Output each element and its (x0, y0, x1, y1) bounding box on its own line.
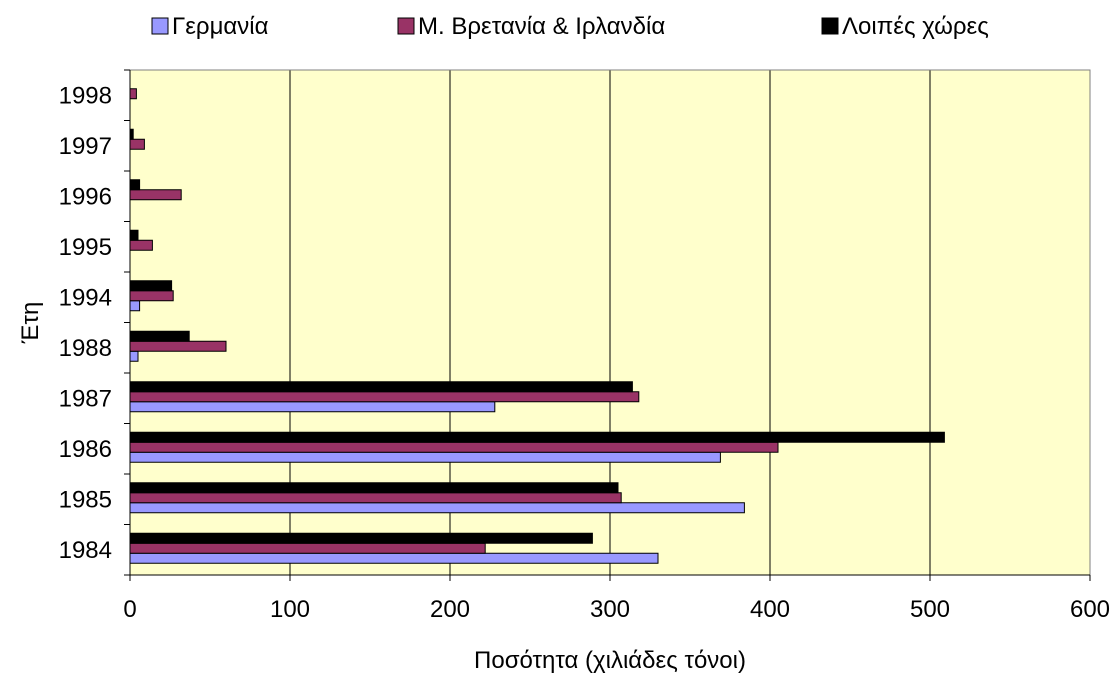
bar-1986-series-0 (129, 451, 721, 463)
bar-1998-series-1 (129, 88, 137, 100)
x-tick-label: 500 (910, 596, 950, 623)
bar-1985-series-0 (129, 502, 745, 514)
x-tick-label: 200 (430, 596, 470, 623)
y-axis-title: Έτη (17, 302, 44, 345)
bar-1994-series-2 (129, 280, 173, 292)
axes (124, 69, 1091, 581)
x-axis-title: Ποσότητα (χιλιάδες τόνοι) (474, 647, 746, 674)
bar-1994-series-0 (129, 300, 141, 312)
legend-label: Μ. Βρετανία & Ιρλανδία (418, 13, 665, 40)
bar-1984-series-2 (129, 532, 593, 544)
y-tick-label: 1986 (59, 436, 112, 463)
bar-1988-series-0 (129, 350, 139, 362)
bar-1996-series-1 (129, 189, 182, 201)
legend-swatch (151, 17, 169, 35)
y-tick-label: 1994 (59, 284, 112, 311)
bar-1985-series-2 (129, 482, 619, 494)
legend: Γερμανία Μ. Βρετανία & Ιρλανδία Λοιπές χώρ… (151, 13, 989, 40)
bar-1988-series-1 (129, 340, 227, 352)
x-tick-label: 400 (750, 596, 790, 623)
bar-1987-series-2 (129, 381, 633, 393)
x-tick-label: 100 (270, 596, 310, 623)
legend-label: Λοιπές χώρες (842, 13, 989, 40)
bar-1995-series-2 (129, 229, 139, 241)
y-tick-label: 1995 (59, 234, 112, 261)
bar-1985-series-1 (129, 492, 622, 504)
y-tick-label: 1984 (59, 537, 112, 564)
y-tick-label: 1988 (59, 335, 112, 362)
bar-1996-series-2 (129, 179, 141, 191)
x-tick-label: 0 (123, 596, 136, 623)
bar-1994-series-1 (129, 290, 174, 302)
bar-1988-series-2 (129, 330, 190, 342)
tick-labels: 1998 1997 1996 1995 1994 1988 1987 1986 1985 1984… (59, 82, 1110, 623)
legend-label: Γερμανία (172, 13, 269, 40)
bar-1997-series-1 (129, 138, 145, 150)
bar-1984-series-1 (129, 542, 486, 554)
y-tick-label: 1998 (59, 82, 112, 109)
x-tick-label: 300 (590, 596, 630, 623)
y-tick-label: 1985 (59, 486, 112, 513)
bar-1984-series-0 (129, 552, 659, 564)
y-tick-label: 1987 (59, 385, 112, 412)
x-tick-label: 600 (1070, 596, 1110, 623)
bar-1987-series-0 (129, 401, 496, 413)
bar-1995-series-1 (129, 239, 153, 251)
y-tick-label: 1996 (59, 183, 112, 210)
bar-1986-series-1 (129, 441, 779, 453)
legend-swatch (397, 17, 415, 35)
bar-1986-series-2 (129, 431, 945, 443)
bar-1987-series-1 (129, 391, 640, 403)
y-tick-label: 1997 (59, 133, 112, 160)
legend-swatch (821, 17, 839, 35)
